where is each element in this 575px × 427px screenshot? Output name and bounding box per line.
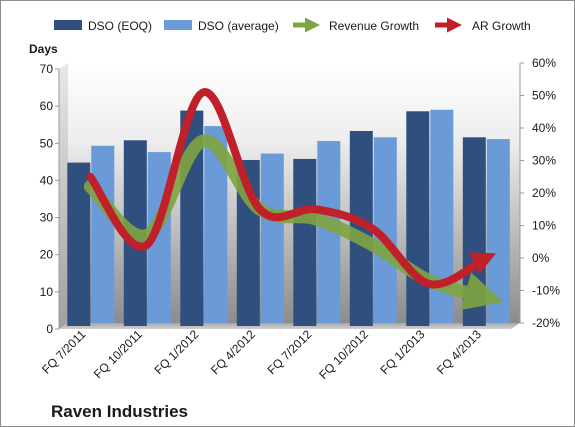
left-tick-10: 10 bbox=[40, 285, 54, 299]
right-tick-20: -20% bbox=[532, 316, 560, 330]
right-tick-30: 30% bbox=[532, 154, 556, 168]
bar-dso-eoq-1 bbox=[67, 162, 91, 326]
right-tick-20: 20% bbox=[532, 186, 556, 200]
category-label-fq-1-2012: FQ 1/2012 bbox=[151, 327, 201, 377]
bar-dso-average-7 bbox=[430, 109, 454, 323]
left-axis-label: Days bbox=[29, 42, 58, 56]
legend-swatch-dso-average bbox=[164, 20, 192, 30]
category-label-fq-7-2012: FQ 7/2012 bbox=[264, 327, 314, 377]
left-tick-0: 0 bbox=[46, 322, 53, 336]
bar-dso-average-3 bbox=[204, 126, 228, 323]
right-tick-40: 40% bbox=[532, 121, 556, 135]
left-tick-50: 50 bbox=[40, 136, 54, 150]
side-wall bbox=[59, 63, 68, 329]
legend: DSO (EOQ) DSO (average) Revenue Growth A… bbox=[54, 17, 531, 33]
category-label-fq-10-2012: FQ 10/2012 bbox=[316, 327, 371, 382]
line-ar-growth bbox=[86, 88, 496, 289]
bar-dso-average-1 bbox=[91, 145, 115, 323]
bar-dso-average-5 bbox=[317, 141, 341, 323]
right-tick-60: 60% bbox=[532, 56, 556, 70]
right-tick-10: 10% bbox=[532, 219, 556, 233]
bar-dso-average-4 bbox=[260, 153, 284, 323]
left-tick-30: 30 bbox=[40, 211, 54, 225]
right-tick-10: -10% bbox=[532, 284, 560, 298]
category-label-fq-1-2013: FQ 1/2013 bbox=[377, 327, 427, 377]
right-axis-ticks: -20% -10% 0% 10% 20% 30% 40% 50% 60% bbox=[520, 56, 560, 330]
left-axis-ticks: 0 10 20 30 40 50 60 70 bbox=[40, 62, 59, 336]
bar-dso-eoq-5 bbox=[293, 158, 317, 326]
bar-dso-eoq-6 bbox=[349, 131, 373, 326]
floor bbox=[59, 323, 520, 329]
legend-label-revenue-growth: Revenue Growth bbox=[329, 19, 419, 33]
legend-label-ar-growth: AR Growth bbox=[472, 19, 531, 33]
left-tick-60: 60 bbox=[40, 99, 54, 113]
category-label-fq-4-2012: FQ 4/2012 bbox=[208, 327, 258, 377]
category-label-fq-10-2011: FQ 10/2011 bbox=[91, 327, 145, 381]
legend-swatch-dso-eoq bbox=[54, 20, 82, 30]
category-label-fq-4-2013: FQ 4/2013 bbox=[434, 327, 484, 377]
lines-layer bbox=[83, 88, 504, 311]
left-tick-70: 70 bbox=[40, 62, 54, 76]
legend-label-dso-eoq: DSO (EOQ) bbox=[88, 19, 152, 33]
right-tick-50: 50% bbox=[532, 89, 556, 103]
legend-label-dso-average: DSO (average) bbox=[198, 19, 279, 33]
left-tick-20: 20 bbox=[40, 248, 54, 262]
right-tick-0: 0% bbox=[532, 251, 550, 265]
company-name: Raven Industries bbox=[51, 402, 188, 421]
category-labels: FQ 7/2011 FQ 10/2011 FQ 1/2012 FQ 4/2012 FQ … bbox=[39, 327, 484, 382]
left-tick-40: 40 bbox=[40, 173, 54, 187]
bar-dso-eoq-7 bbox=[406, 111, 430, 326]
bar-dso-average-6 bbox=[373, 137, 397, 323]
